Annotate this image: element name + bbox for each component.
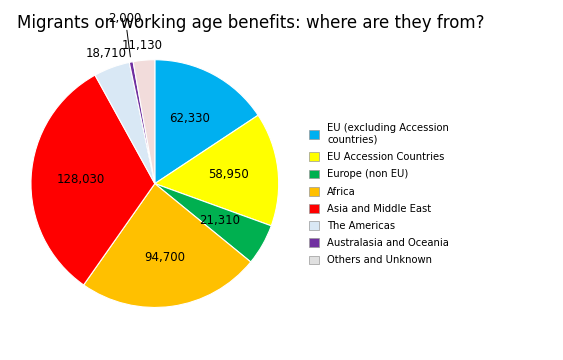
Wedge shape xyxy=(129,62,155,184)
Wedge shape xyxy=(95,62,155,184)
Text: 62,330: 62,330 xyxy=(169,112,211,125)
Text: 2,000: 2,000 xyxy=(109,12,142,57)
Legend: EU (excluding Accession
countries), EU Accession Countries, Europe (non EU), Afr: EU (excluding Accession countries), EU A… xyxy=(309,123,449,265)
Wedge shape xyxy=(84,184,251,307)
Text: 128,030: 128,030 xyxy=(56,173,105,186)
Text: 21,310: 21,310 xyxy=(199,214,240,227)
Text: 58,950: 58,950 xyxy=(208,168,249,181)
Wedge shape xyxy=(155,115,279,226)
Text: 11,130: 11,130 xyxy=(122,39,163,52)
Wedge shape xyxy=(133,60,155,184)
Text: 94,700: 94,700 xyxy=(145,251,185,264)
Wedge shape xyxy=(155,60,258,184)
Text: Migrants on working age benefits: where are they from?: Migrants on working age benefits: where … xyxy=(17,14,484,32)
Wedge shape xyxy=(155,184,271,262)
Text: 18,710: 18,710 xyxy=(86,47,127,60)
Wedge shape xyxy=(31,75,155,285)
